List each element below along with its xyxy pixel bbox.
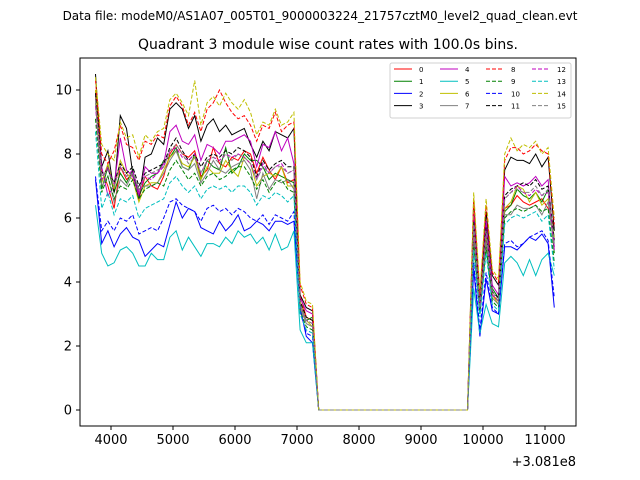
axes-frame — [79, 57, 577, 427]
legend-label-15: 15 — [557, 103, 566, 111]
x-tick-label: 9000 — [404, 433, 437, 448]
plot-lines — [95, 73, 555, 411]
legend-label-9: 9 — [511, 78, 515, 86]
x-tick-label: 5000 — [156, 433, 189, 448]
legend-label-2: 2 — [419, 90, 423, 98]
legend-label-13: 13 — [557, 78, 566, 86]
x-tick-label: 10000 — [462, 433, 503, 448]
legend-label-7: 7 — [465, 103, 469, 111]
x-tick-label: 7000 — [280, 433, 313, 448]
x-axis: 4000 5000 6000 7000 8000 9000 10000 11000 — [94, 426, 566, 448]
legend-label-11: 11 — [511, 103, 520, 111]
legend-label-12: 12 — [557, 66, 566, 74]
legend-label-3: 3 — [419, 103, 423, 111]
series-line-15 — [95, 99, 555, 411]
legend-label-6: 6 — [465, 90, 470, 98]
y-tick-label: 2 — [64, 340, 72, 355]
x-tick-label: 6000 — [218, 433, 251, 448]
y-tick-label: 4 — [64, 276, 72, 291]
legend-label-1: 1 — [419, 78, 423, 86]
legend-label-10: 10 — [511, 90, 520, 98]
y-tick-label: 10 — [55, 84, 72, 99]
x-tick-label: 4000 — [94, 433, 127, 448]
chart-title: Quadrant 3 module wise count rates with … — [138, 37, 518, 53]
legend-label-8: 8 — [511, 66, 515, 74]
x-tick-label: 8000 — [342, 433, 375, 448]
legend-box — [389, 62, 572, 119]
y-tick-label: 0 — [64, 404, 72, 419]
y-tick-label: 8 — [64, 148, 72, 163]
y-tick-label: 6 — [64, 212, 72, 227]
legend-label-14: 14 — [557, 90, 566, 98]
legend-label-4: 4 — [465, 66, 470, 74]
y-axis: 0 2 4 6 8 10 — [55, 84, 80, 419]
legend-label-5: 5 — [465, 78, 469, 86]
legend-label-0: 0 — [419, 66, 423, 74]
x-tick-label: 11000 — [524, 433, 565, 448]
series-line-9 — [95, 118, 555, 411]
suptitle: Data file: modeM0/AS1A07_005T01_90000032… — [63, 9, 578, 23]
x-offset-label: +3.081e8 — [512, 455, 576, 470]
